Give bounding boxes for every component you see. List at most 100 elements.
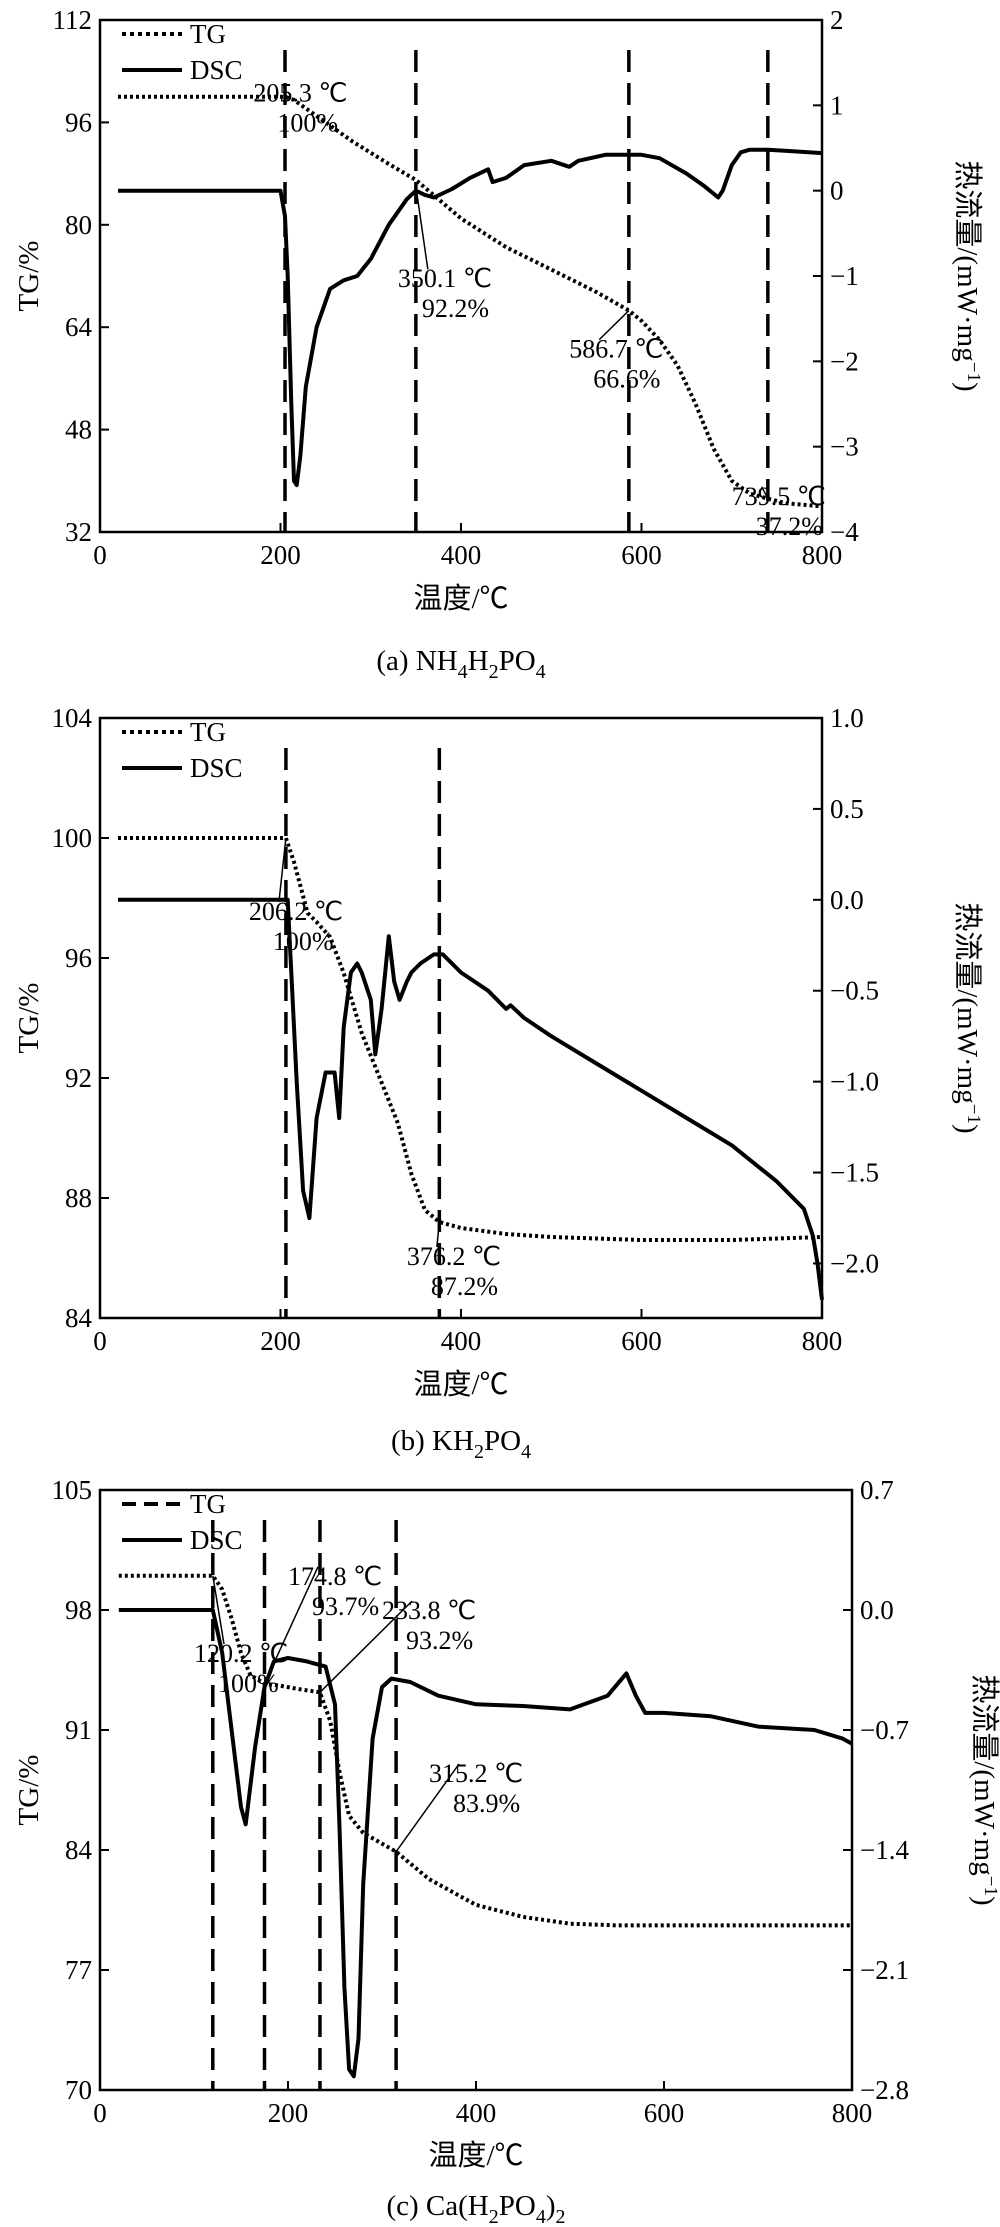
x-tick-label: 600 xyxy=(621,540,662,570)
chart-b-svg: 0 200 400 600 800 84 88 92 96 100 104 −2.0 −1.5 −1.0 −… xyxy=(13,703,984,1463)
plot-frame xyxy=(98,716,824,1320)
x-tick-label: 200 xyxy=(260,540,301,570)
series-line-tg xyxy=(118,94,823,509)
panel-caption: (a) NH4H2PO4 xyxy=(376,645,545,683)
legend-label-tg: TG xyxy=(190,1489,226,1519)
y-left-tick-label: 32 xyxy=(65,517,92,547)
y-left-tick-label: 84 xyxy=(65,1835,93,1865)
y-right-tick-label: −2.1 xyxy=(860,1955,909,1985)
y-left-tick-label: 88 xyxy=(65,1183,92,1213)
y-left-tick-label: 91 xyxy=(65,1715,92,1745)
x-tick-label: 200 xyxy=(268,2098,309,2128)
annotation-leader xyxy=(436,1221,441,1248)
y-left-tick-label: 80 xyxy=(65,210,92,240)
y-left-tick-label: 96 xyxy=(65,107,92,137)
annotation-label: 120.2 ℃ 100% xyxy=(194,1639,288,1698)
y-right-tick-label: 1 xyxy=(830,90,844,120)
series-line-dsc xyxy=(118,1608,853,2079)
axis-ylabel-right: 热流量/(mW·mg−1) xyxy=(951,902,984,1133)
series-line-dsc xyxy=(118,897,824,1301)
x-tick-label: 600 xyxy=(621,1326,662,1356)
annotation-leader xyxy=(212,1575,225,1645)
y-right-tick-label: −1.4 xyxy=(860,1835,909,1865)
y-left-tick-label: 104 xyxy=(52,703,93,733)
series-line-tg xyxy=(118,836,823,1242)
annotation-label: 233.8 ℃ 93.2% xyxy=(382,1596,476,1655)
annotation-label: 315.2 ℃ 83.9% xyxy=(429,1759,523,1818)
x-tick-label: 0 xyxy=(93,2098,107,2128)
y-left-tick-label: 96 xyxy=(65,943,92,973)
legend-label-tg: TG xyxy=(190,717,226,747)
axis-ylabel-right: 热流量/(mW·mg−1) xyxy=(968,1674,1000,1905)
y-right-tick-label: 0.0 xyxy=(860,1595,894,1625)
axis-ylabel-right: 热流量/(mW·mg−1) xyxy=(951,160,984,391)
x-tick-label: 800 xyxy=(832,2098,873,2128)
y-right-tick-label: −2.0 xyxy=(830,1248,879,1278)
y-left-tick-label: 100 xyxy=(52,823,93,853)
y-left-tick-label: 92 xyxy=(65,1063,92,1093)
axis-ylabel-left: TG/% xyxy=(13,983,45,1054)
x-tick-label: 600 xyxy=(644,2098,685,2128)
annotation-leader xyxy=(319,1600,413,1693)
y-left-tick-label: 48 xyxy=(65,415,92,445)
axis-xlabel: 温度/℃ xyxy=(413,1368,508,1401)
y-right-tick-label: 0 xyxy=(830,176,844,206)
panel-caption: (c) Ca(H2PO4)2 xyxy=(386,2190,565,2227)
y-right-tick-label: −0.5 xyxy=(830,976,879,1006)
x-tick-label: 400 xyxy=(441,540,482,570)
axis-ylabel-left: TG/% xyxy=(13,241,45,312)
legend-label-tg: TG xyxy=(190,19,226,49)
annotation-leader xyxy=(395,1763,460,1853)
y-right-tick-label: 0.5 xyxy=(830,794,864,824)
y-right-tick-label: 0.7 xyxy=(860,1475,894,1505)
y-right-tick-label: −0.7 xyxy=(860,1715,909,1745)
y-right-tick-label: −1.0 xyxy=(830,1067,879,1097)
annotation-label: 376.2 ℃ 87.2% xyxy=(407,1242,501,1301)
y-right-tick-label: −2 xyxy=(830,346,859,376)
legend-label-dsc: DSC xyxy=(190,753,243,783)
axis-xlabel: 温度/℃ xyxy=(428,2139,523,2172)
chart-panel-c: 0 200 400 600 800 70 77 84 91 98 105 −2.8 −2.1 −1.4 −0… xyxy=(0,1475,1000,2227)
x-tick-label: 400 xyxy=(456,2098,497,2128)
annotation-label: 206.2 ℃ 100% xyxy=(249,897,343,956)
chart-panel-b: 0 200 400 600 800 84 88 92 96 100 104 −2.0 −1.5 −1.0 −… xyxy=(0,700,1000,1470)
x-tick-label: 0 xyxy=(93,540,107,570)
x-tick-label: 0 xyxy=(93,1326,107,1356)
axis-ylabel-left: TG/% xyxy=(13,1755,45,1826)
chart-panel-a: 0 200 400 600 800 32 48 64 80 96 112 −4 −3 −2 −1 0 1 2 TG D… xyxy=(0,0,1000,690)
y-right-tick-label: 0.0 xyxy=(830,885,864,915)
series-line-tg xyxy=(118,1573,852,1928)
y-left-tick-label: 105 xyxy=(52,1475,93,1505)
y-right-tick-label: −1.5 xyxy=(830,1158,879,1188)
y-right-tick-label: −1 xyxy=(830,261,859,291)
plot-frame xyxy=(98,18,824,534)
y-left-tick-label: 112 xyxy=(53,5,93,35)
y-left-tick-label: 84 xyxy=(65,1303,93,1333)
y-left-tick-label: 70 xyxy=(65,2075,92,2105)
plot-frame xyxy=(98,1488,854,2092)
annotation-leader xyxy=(761,486,769,500)
y-right-tick-label: −2.8 xyxy=(860,2075,909,2105)
annotation-label: 350.1 ℃ 92.2% xyxy=(398,264,492,323)
y-right-tick-label: 2 xyxy=(830,5,844,35)
annotation-label: 205.3 ℃ 100% xyxy=(253,79,347,138)
y-left-tick-label: 98 xyxy=(65,1595,92,1625)
y-left-tick-label: 77 xyxy=(65,1955,92,1985)
annotation-label: 739.5 ℃ 37.2% xyxy=(732,482,826,541)
annotation-leader xyxy=(415,186,429,270)
y-right-tick-label: −4 xyxy=(830,517,859,547)
x-tick-label: 200 xyxy=(260,1326,301,1356)
y-right-tick-label: 1.0 xyxy=(830,703,864,733)
annotation-leader xyxy=(598,310,630,341)
legend-label-dsc: DSC xyxy=(190,1525,243,1555)
annotation-label: 586.7 ℃ 66.6% xyxy=(569,335,663,394)
annotation-leader xyxy=(282,83,286,97)
annotation-label: 174.8 ℃ 93.7% xyxy=(288,1562,382,1621)
x-tick-label: 800 xyxy=(802,1326,843,1356)
legend-label-dsc: DSC xyxy=(190,55,243,85)
y-left-tick-label: 64 xyxy=(65,312,93,342)
chart-a-svg: 0 200 400 600 800 32 48 64 80 96 112 −4 −3 −2 −1 0 1 2 TG D… xyxy=(13,5,984,683)
series-line-dsc xyxy=(118,147,823,488)
annotation-leader xyxy=(278,837,287,903)
axis-xlabel: 温度/℃ xyxy=(413,582,508,615)
